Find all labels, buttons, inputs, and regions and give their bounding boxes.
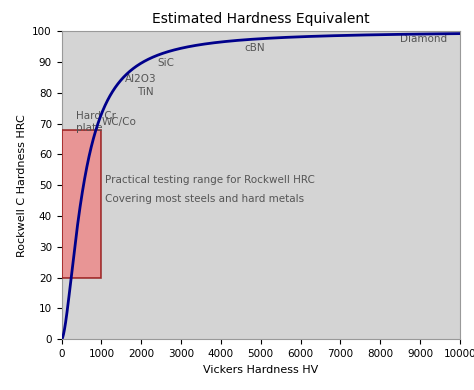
Text: cBN: cBN xyxy=(245,43,265,53)
Text: WC/Co: WC/Co xyxy=(101,117,137,127)
Text: Al2O3: Al2O3 xyxy=(125,74,157,83)
Text: Diamond: Diamond xyxy=(400,34,447,44)
Text: Hard Cr
plate: Hard Cr plate xyxy=(76,111,116,133)
Text: TiN: TiN xyxy=(137,87,154,97)
Text: Covering most steels and hard metals: Covering most steels and hard metals xyxy=(105,194,304,204)
Y-axis label: Rockwell C Hardness HRC: Rockwell C Hardness HRC xyxy=(17,114,27,257)
Text: Practical testing range for Rockwell HRC: Practical testing range for Rockwell HRC xyxy=(105,175,315,185)
X-axis label: Vickers Hardness HV: Vickers Hardness HV xyxy=(203,365,319,374)
Bar xyxy=(62,130,101,278)
Text: SiC: SiC xyxy=(157,58,174,68)
Title: Estimated Hardness Equivalent: Estimated Hardness Equivalent xyxy=(152,12,370,26)
